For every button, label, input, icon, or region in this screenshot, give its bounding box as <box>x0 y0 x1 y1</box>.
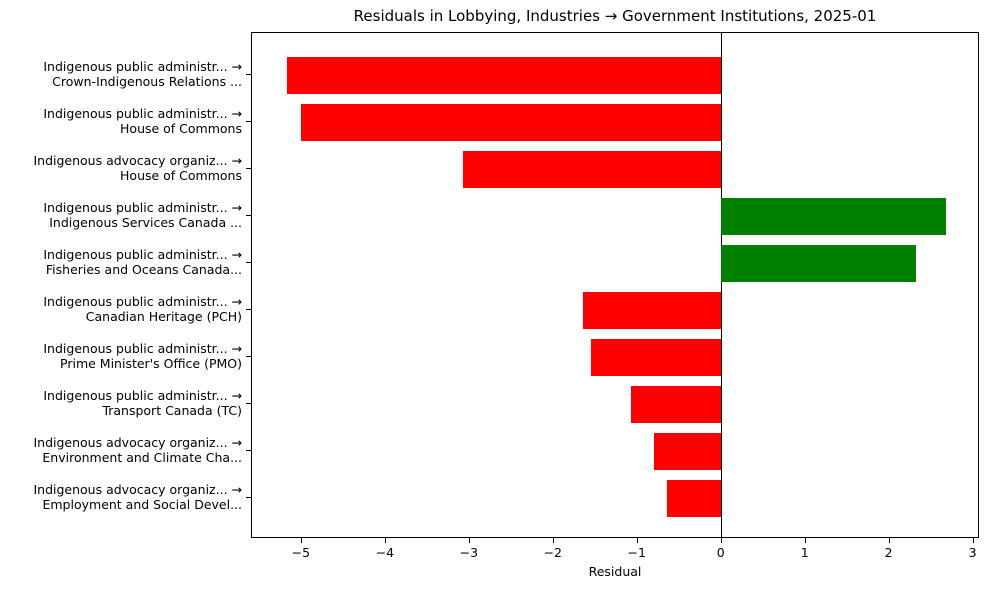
source-industry-label: Indigenous public administr... → <box>43 106 242 121</box>
chart-title: Residuals in Lobbying, Industries → Gove… <box>353 7 877 25</box>
y-tick-mark <box>246 262 251 263</box>
x-tick-mark <box>804 538 806 543</box>
x-tick-mark <box>300 538 302 543</box>
x-tick-mark <box>972 538 974 543</box>
x-tick-mark <box>468 538 470 543</box>
source-industry-label: Indigenous public administr... → <box>43 200 242 215</box>
source-industry-label: Indigenous advocacy organiz... → <box>33 482 242 497</box>
target-institution-label: Canadian Heritage (PCH) <box>85 309 242 324</box>
y-tick-mark <box>246 497 251 498</box>
y-tick-mark <box>246 168 251 169</box>
zero-reference-line <box>721 33 723 537</box>
source-industry-label: Indigenous public administr... → <box>43 59 242 74</box>
target-institution-label: Employment and Social Devel... <box>42 497 242 512</box>
source-industry-label: Indigenous public administr... → <box>43 247 242 262</box>
y-tick-mark <box>246 356 251 357</box>
x-tick-label: −3 <box>459 545 479 560</box>
bar <box>300 103 722 141</box>
target-institution-label: House of Commons <box>120 168 242 183</box>
y-tick-label: Indigenous public administr... → Transpor… <box>43 388 242 418</box>
target-institution-label: Indigenous Services Canada ... <box>49 215 242 230</box>
x-tick-label: 3 <box>968 545 977 560</box>
source-industry-label: Indigenous public administr... → <box>43 388 242 403</box>
x-tick-label: −2 <box>543 545 562 560</box>
bar <box>591 338 722 376</box>
x-tick-mark <box>552 538 554 543</box>
bar <box>666 479 722 517</box>
y-tick-mark <box>246 403 251 404</box>
y-tick-label: Indigenous public administr... → Prime Mi… <box>43 341 242 371</box>
y-tick-label: Indigenous public administr... → Fisherie… <box>43 247 242 277</box>
y-tick-mark <box>246 121 251 122</box>
bar <box>287 56 722 94</box>
y-tick-mark <box>246 74 251 75</box>
source-industry-label: Indigenous advocacy organiz... → <box>33 153 242 168</box>
y-tick-label: Indigenous advocacy organiz... → Environm… <box>33 435 242 465</box>
x-tick-mark <box>636 538 638 543</box>
source-industry-label: Indigenous public administr... → <box>43 341 242 356</box>
target-institution-label: Prime Minister's Office (PMO) <box>60 356 242 371</box>
x-tick-label: 2 <box>884 545 893 560</box>
x-tick-label: 0 <box>716 545 725 560</box>
x-axis-label: Residual <box>588 564 642 579</box>
target-institution-label: Environment and Climate Cha... <box>42 450 242 465</box>
bar <box>630 385 722 423</box>
target-institution-label: Fisheries and Oceans Canada... <box>45 262 242 277</box>
x-tick-mark <box>384 538 386 543</box>
bar <box>721 197 947 235</box>
x-tick-label: 1 <box>800 545 809 560</box>
source-industry-label: Indigenous public administr... → <box>43 294 242 309</box>
y-tick-mark <box>246 450 251 451</box>
target-institution-label: Crown-Indigenous Relations ... <box>52 74 242 89</box>
target-institution-label: House of Commons <box>120 121 242 136</box>
plot-area <box>251 32 979 538</box>
bar <box>721 244 917 282</box>
target-institution-label: Transport Canada (TC) <box>102 403 242 418</box>
bar <box>582 291 722 329</box>
y-tick-label: Indigenous public administr... → Canadian… <box>43 294 242 324</box>
y-tick-label: Indigenous public administr... → House of… <box>43 106 242 136</box>
y-tick-label: Indigenous public administr... → Crown-In… <box>43 59 242 89</box>
y-tick-mark <box>246 215 251 216</box>
y-tick-mark <box>246 309 251 310</box>
bar <box>463 150 722 188</box>
x-tick-label: −5 <box>291 545 311 560</box>
x-tick-mark <box>888 538 890 543</box>
source-industry-label: Indigenous advocacy organiz... → <box>33 435 242 450</box>
bar <box>654 432 722 470</box>
y-tick-label: Indigenous advocacy organiz... → Employme… <box>33 482 242 512</box>
x-tick-mark <box>720 538 722 543</box>
x-tick-label: −4 <box>375 545 395 560</box>
x-tick-label: −1 <box>627 545 646 560</box>
y-tick-label: Indigenous public administr... → Indigeno… <box>43 200 242 230</box>
y-tick-label: Indigenous advocacy organiz... → House of… <box>33 153 242 183</box>
